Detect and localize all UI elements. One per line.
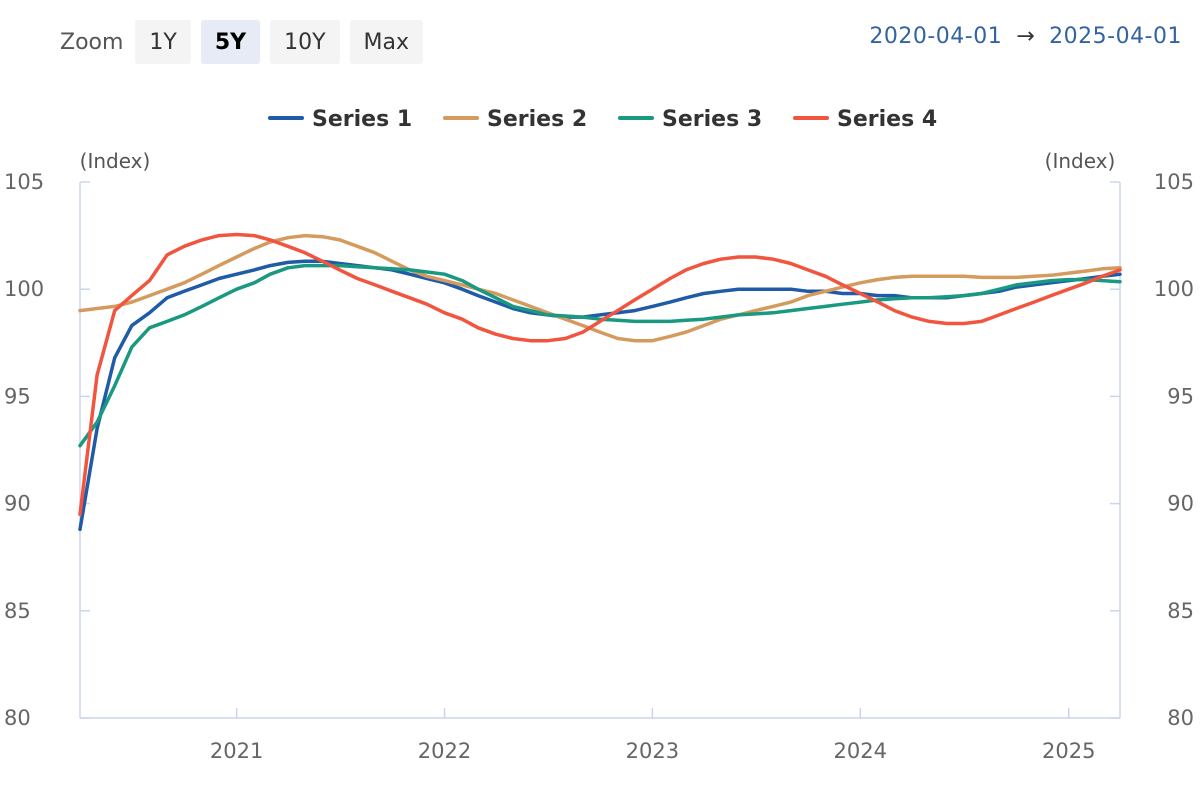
y-tick-label-right: 95 [1167, 384, 1194, 408]
x-tick-label: 2022 [418, 739, 471, 763]
legend-label: Series 1 [312, 107, 412, 132]
y-tick-label-right: 90 [1167, 492, 1194, 516]
range-arrow-icon: → [1016, 24, 1036, 49]
series-4-line[interactable] [78, 232, 1122, 517]
y-tick-label-left: 105 [4, 170, 44, 194]
legend-label: Series 3 [662, 107, 762, 132]
y-tick-label-left: 80 [4, 706, 31, 730]
legend: Series 1 Series 2 Series 3 Series 4 [268, 107, 937, 132]
series-3-line[interactable] [78, 263, 1122, 448]
series-lines [78, 232, 1122, 532]
series-1-line[interactable] [78, 259, 1122, 532]
zoom-bar: Zoom 1Y 5Y 10Y Max [60, 20, 424, 64]
zoom-10y-button[interactable]: 10Y [270, 20, 340, 64]
range-end-input[interactable]: 2025-04-01 [1049, 24, 1182, 49]
range-start-input[interactable]: 2020-04-01 [869, 24, 1003, 49]
legend-item-series-4[interactable]: Series 4 [793, 107, 937, 132]
x-tick-label: 2024 [834, 739, 887, 763]
legend-item-series-1[interactable]: Series 1 [268, 107, 412, 132]
legend-label: Series 2 [487, 107, 587, 132]
y-tick-label-right: 105 [1154, 170, 1194, 194]
legend-item-series-3[interactable]: Series 3 [618, 107, 762, 132]
legend-item-series-2[interactable]: Series 2 [443, 107, 587, 132]
zoom-label: Zoom [60, 29, 124, 55]
y-tick-label-left: 95 [4, 384, 31, 408]
series-2-line[interactable] [78, 233, 1122, 343]
y-tick-label-right: 100 [1154, 277, 1194, 301]
y-tick-label-left: 100 [4, 277, 44, 301]
y-tick-label-left: 85 [4, 599, 31, 623]
right-axis-unit-label: (Index) [1045, 149, 1116, 173]
y-tick-label-right: 85 [1167, 599, 1194, 623]
left-axis-unit-label: (Index) [80, 149, 151, 173]
zoom-max-button[interactable]: Max [349, 20, 424, 64]
legend-label: Series 4 [837, 107, 937, 132]
date-range: 2020-04-01 → 2025-04-01 [869, 24, 1182, 49]
x-tick-label: 2023 [626, 739, 679, 763]
zoom-5y-button[interactable]: 5Y [200, 20, 261, 64]
y-tick-label-right: 80 [1167, 706, 1194, 730]
axes: 80 80 85 85 90 90 95 95 100 100 105 105 2021 2022 2023… [4, 170, 1194, 763]
x-tick-label: 2025 [1042, 739, 1095, 763]
x-tick-label: 2021 [210, 739, 263, 763]
zoom-1y-button[interactable]: 1Y [135, 20, 191, 64]
y-tick-label-left: 90 [4, 492, 31, 516]
